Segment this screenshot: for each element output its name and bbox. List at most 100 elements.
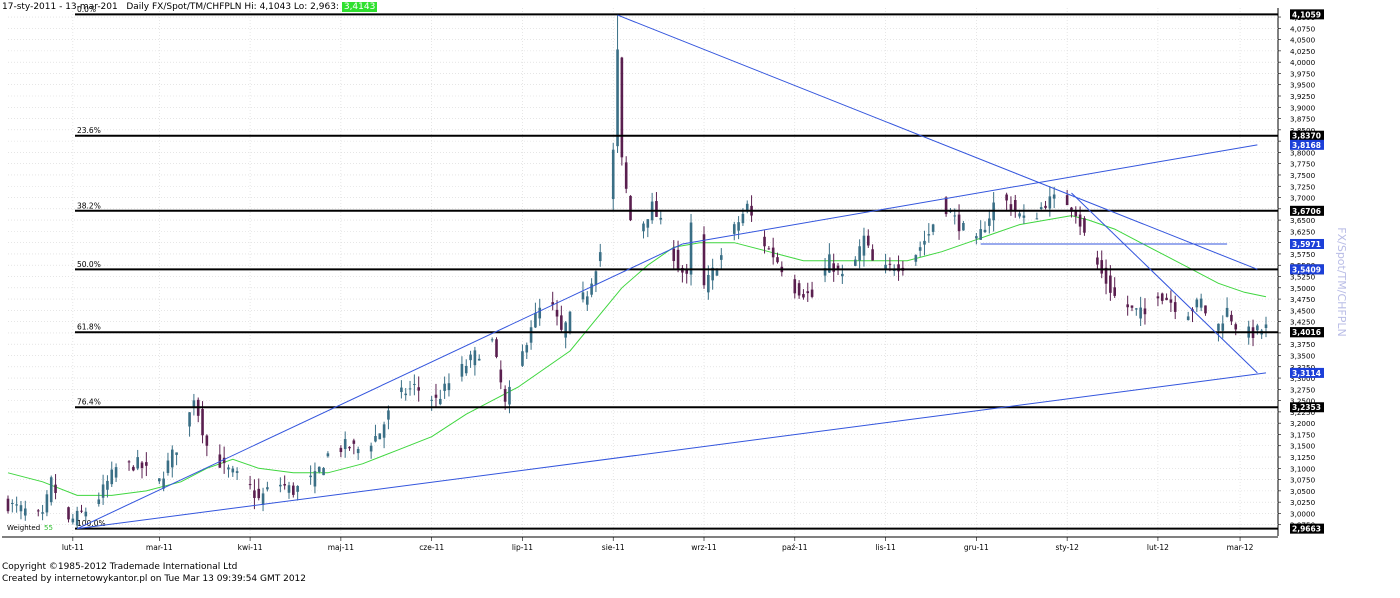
candle-body	[382, 424, 386, 438]
date-axis: lut-11 mar-11 kwi-11 maj-11 cze-11 lip-11 sie-…	[62, 537, 1254, 552]
trendline	[77, 372, 1267, 530]
candle-body	[443, 383, 446, 391]
candle-body	[767, 248, 771, 250]
y-tick-label: 3,3000	[1290, 374, 1316, 383]
candle-body	[534, 312, 537, 328]
candle-body	[1173, 302, 1177, 312]
candle-body	[97, 499, 101, 504]
fib-price-tag-text: 3,2353	[1292, 403, 1321, 412]
y-tick-label: 3,0250	[1290, 498, 1316, 507]
trendline	[617, 14, 1258, 270]
candle-body	[75, 510, 79, 526]
fib-price-tag-box	[1290, 130, 1324, 141]
candle-body	[503, 389, 507, 402]
candle-body	[296, 486, 299, 492]
fib-label: 23.6%	[77, 126, 101, 135]
candle-body	[158, 478, 161, 482]
candle-body	[624, 162, 628, 189]
fib-label: 38.2%	[77, 201, 101, 210]
candle-body	[447, 383, 451, 391]
fib-label: 76.4%	[77, 398, 101, 407]
candle-body	[84, 511, 88, 517]
legend-period: 55	[44, 524, 53, 532]
candle-body	[464, 365, 468, 374]
candle-body	[1022, 215, 1026, 218]
candle-body	[944, 197, 948, 215]
trend-price-tag-text: 3,8168	[1292, 141, 1321, 150]
candle-body	[676, 249, 680, 269]
candle-body	[67, 507, 70, 520]
candle-body	[962, 222, 965, 231]
candle-body	[611, 149, 615, 200]
candle-body	[417, 387, 420, 391]
candle-body	[1005, 194, 1008, 201]
y-tick-label: 3,7250	[1290, 182, 1316, 191]
fib-label: 61.8%	[77, 323, 101, 332]
candle-body	[538, 307, 542, 319]
candle-body	[257, 488, 261, 499]
candle-body	[914, 255, 918, 262]
candle-body	[1186, 316, 1190, 321]
candle-body	[983, 229, 987, 233]
candle-body	[80, 510, 83, 512]
candle-body	[555, 309, 559, 317]
y-tick-label: 3,1250	[1290, 453, 1316, 462]
y-tick-label: 3,3250	[1290, 363, 1316, 372]
candle-body	[1225, 307, 1229, 317]
candle-body	[132, 466, 135, 471]
y-tick-label: 3,7000	[1290, 194, 1316, 203]
candle-body	[434, 394, 438, 398]
candle-body	[871, 249, 874, 261]
candle-body	[793, 279, 797, 294]
x-tick-label: lut-11	[62, 543, 84, 552]
candle-body	[54, 484, 57, 493]
candle-body	[11, 502, 14, 504]
candle-body	[1264, 324, 1268, 328]
candle-body	[1135, 308, 1138, 310]
candle-body	[1074, 210, 1078, 217]
candle-body	[659, 217, 663, 220]
side-title: FX/Spot/TM/CHFPLN	[1335, 227, 1348, 336]
candle-body	[927, 234, 931, 236]
candle-body	[499, 369, 503, 383]
candle-body	[953, 215, 957, 217]
candle-body	[369, 445, 373, 452]
candle-body	[841, 273, 844, 277]
fib-price-tag-text: 4,1059	[1292, 10, 1321, 19]
candle-body	[477, 358, 481, 361]
chart-header: 17-sty-2011 - 13-mar-201 Daily FX/Spot/T…	[2, 1, 378, 13]
trendlines	[76, 14, 1267, 530]
candle-body	[473, 350, 477, 366]
date-range: 17-sty-2011 - 13-mar-201	[2, 2, 118, 12]
candle-body	[642, 223, 645, 232]
candle-body	[1065, 195, 1069, 206]
candle-body	[931, 224, 935, 232]
candle-body	[529, 327, 533, 343]
y-tick-label: 3,2500	[1290, 397, 1316, 406]
x-tick-label: lut-12	[1147, 543, 1169, 552]
candle-body	[140, 462, 144, 468]
created-text: Created by internetowykantor.pl on Tue M…	[2, 574, 307, 584]
candle-body	[413, 383, 416, 385]
y-tick-label: 4,0000	[1290, 58, 1316, 67]
candle-body	[806, 291, 810, 294]
candle-body	[957, 214, 961, 232]
candle-body	[1018, 213, 1021, 217]
candle-body	[594, 271, 598, 285]
candle-body	[1230, 314, 1233, 322]
candle-body	[1130, 305, 1134, 308]
candle-body	[771, 247, 775, 258]
candle-body	[23, 508, 27, 516]
fib-price-tag-box	[1290, 523, 1324, 534]
candle-body	[560, 315, 563, 330]
moving-average	[7, 215, 1267, 496]
candle-body	[439, 398, 442, 405]
candle-body	[6, 498, 10, 512]
candle-body	[836, 265, 840, 269]
candle-body	[162, 478, 165, 489]
fib-label: 0.0%	[77, 5, 96, 14]
y-tick-label: 3,5750	[1290, 250, 1316, 259]
trend-price-tag-text: 3,5409	[1292, 265, 1321, 274]
candle-body	[1143, 308, 1147, 315]
candle-body	[106, 480, 109, 490]
